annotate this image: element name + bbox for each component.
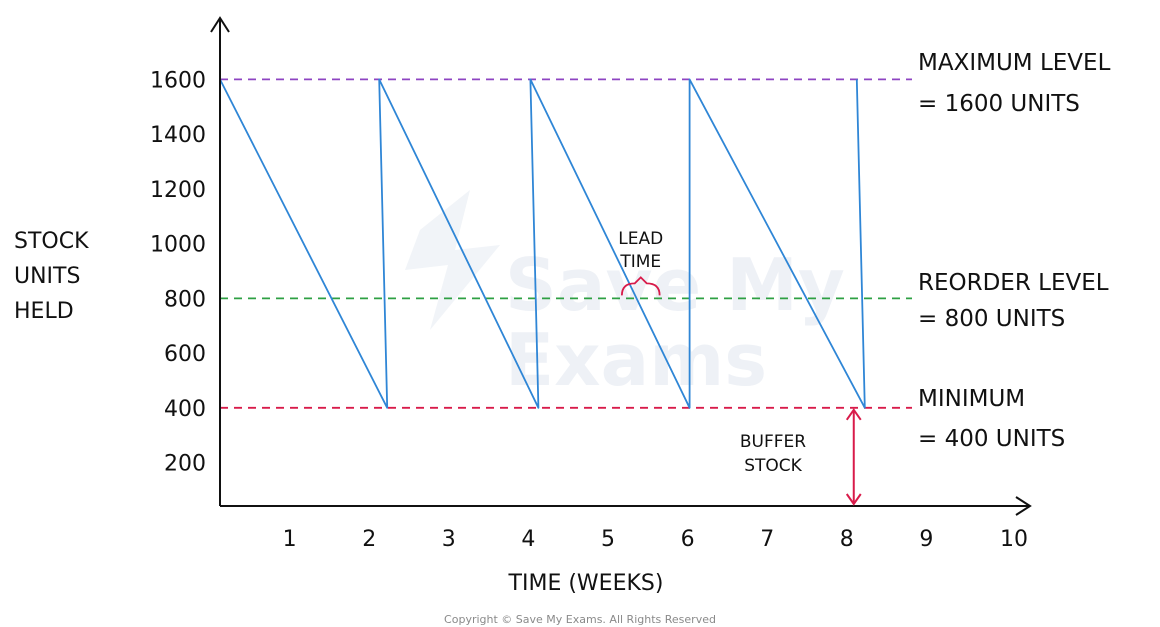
reference-label-400-line-1: MINIMUM <box>918 386 1025 412</box>
y-axis-arrowhead <box>210 16 230 33</box>
x-tick-label-7: 7 <box>760 527 774 552</box>
lead-time-brace <box>620 276 661 296</box>
y-tick-label-1600: 1600 <box>150 68 206 93</box>
y-tick-label-1000: 1000 <box>150 233 206 258</box>
watermark-logo-shape <box>405 190 500 330</box>
buffer-stock-arrowhead-up <box>845 408 862 421</box>
x-tick-label-9: 9 <box>919 527 933 552</box>
reference-label-400-line-2: = 400 UNITS <box>918 426 1065 452</box>
y-tick-label-1200: 1200 <box>150 178 206 203</box>
axes <box>210 16 1032 516</box>
copyright-notice: Copyright © Save My Exams. All Rights Re… <box>444 613 716 626</box>
x-axis-title: TIME (WEEKS) <box>508 571 664 596</box>
watermark: Save My Exams <box>405 190 845 402</box>
buffer-stock-label-line-1: BUFFER <box>740 432 806 452</box>
x-axis-arrowhead <box>1015 496 1032 516</box>
y-tick-label-200: 200 <box>164 452 206 477</box>
x-tick-label-1: 1 <box>283 527 297 552</box>
x-tick-label-8: 8 <box>840 527 854 552</box>
y-tick-label-400: 400 <box>164 397 206 422</box>
reference-label-800-line-2: = 800 UNITS <box>918 306 1065 332</box>
reference-label-800-line-1: REORDER LEVEL <box>918 270 1109 296</box>
lead-time-label-line-1: LEAD <box>618 229 663 249</box>
x-tick-label-4: 4 <box>521 527 535 552</box>
y-tick-label-600: 600 <box>164 342 206 367</box>
x-tick-label-10: 10 <box>1000 527 1028 552</box>
x-tick-label-2: 2 <box>362 527 376 552</box>
reference-lines: MAXIMUM LEVEL = 1600 UNITS REORDER LEVEL = … <box>220 50 1111 452</box>
reference-label-1600-line-2: = 1600 UNITS <box>918 91 1080 117</box>
x-tick-label-6: 6 <box>681 527 695 552</box>
y-tick-label-1400: 1400 <box>150 123 206 148</box>
axis-labels: 1 2 3 4 5 6 7 8 9 10 200 400 600 800 1000 1200 1400 1600 T… <box>14 68 1028 596</box>
y-axis-title-line-2: UNITS <box>14 264 80 289</box>
watermark-line-2: Exams <box>505 318 767 402</box>
watermark-line-1: Save My <box>505 243 845 327</box>
y-axis-title-line-3: HELD <box>14 299 74 324</box>
reference-label-1600-line-1: MAXIMUM LEVEL <box>918 50 1111 76</box>
x-tick-label-3: 3 <box>442 527 456 552</box>
lead-time-label-line-2: TIME <box>619 252 661 272</box>
annotations: LEAD TIME BUFFER STOCK <box>618 229 862 506</box>
x-tick-label-5: 5 <box>601 527 615 552</box>
y-axis-title-line-1: STOCK <box>14 229 89 254</box>
buffer-stock-arrowhead-down <box>845 493 862 506</box>
stock-level-series-line <box>219 78 866 409</box>
y-tick-label-800: 800 <box>164 287 206 312</box>
buffer-stock-label-line-2: STOCK <box>744 456 802 476</box>
